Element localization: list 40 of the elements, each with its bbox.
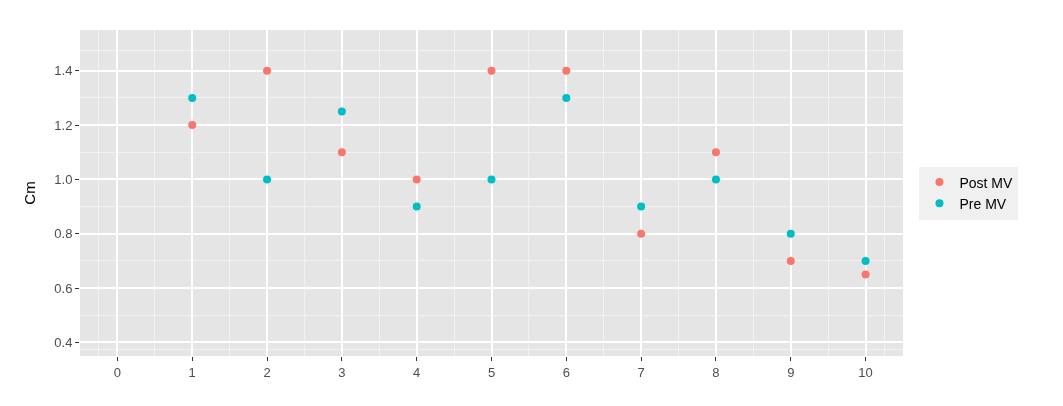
point [786,229,795,238]
y-axis-title: Cm [20,181,38,205]
point [637,229,646,238]
x-tick-label: 4 [413,364,421,380]
point [412,202,421,211]
point [786,256,795,265]
point [487,175,496,184]
x-tick-label: 1 [188,364,196,380]
x-tick-label: 5 [487,364,496,380]
point [562,66,571,75]
y-tick-label: 0.4 [54,334,73,350]
x-tick-label: 0 [113,364,122,380]
point [188,121,197,130]
y-tick-label: 1.2 [54,117,73,133]
legend-label: Post MV [959,174,1014,191]
point [487,66,496,75]
legend-label: Pre MV [959,195,1007,212]
x-tick-label: 7 [637,364,645,380]
y-tick-label: 1.4 [54,63,73,79]
x-tick-label: 6 [562,364,570,380]
y-tick-label: 0.8 [54,226,73,242]
point [562,93,571,102]
y-tick-label: 0.6 [54,280,73,296]
point [861,270,870,279]
x-tick-label: 10 [858,364,873,380]
x-tick-label: 8 [712,364,720,380]
point [412,175,421,184]
point [861,256,870,265]
point [337,148,346,157]
x-tick-label: 2 [263,364,271,380]
point [711,175,720,184]
x-tick-label: 3 [338,364,346,380]
point [711,148,720,157]
point [263,175,272,184]
point [263,66,272,75]
x-tick-label: 9 [787,364,795,380]
y-tick-label: 1.0 [54,171,73,187]
point [337,107,346,116]
point [637,202,646,211]
point [188,93,197,102]
